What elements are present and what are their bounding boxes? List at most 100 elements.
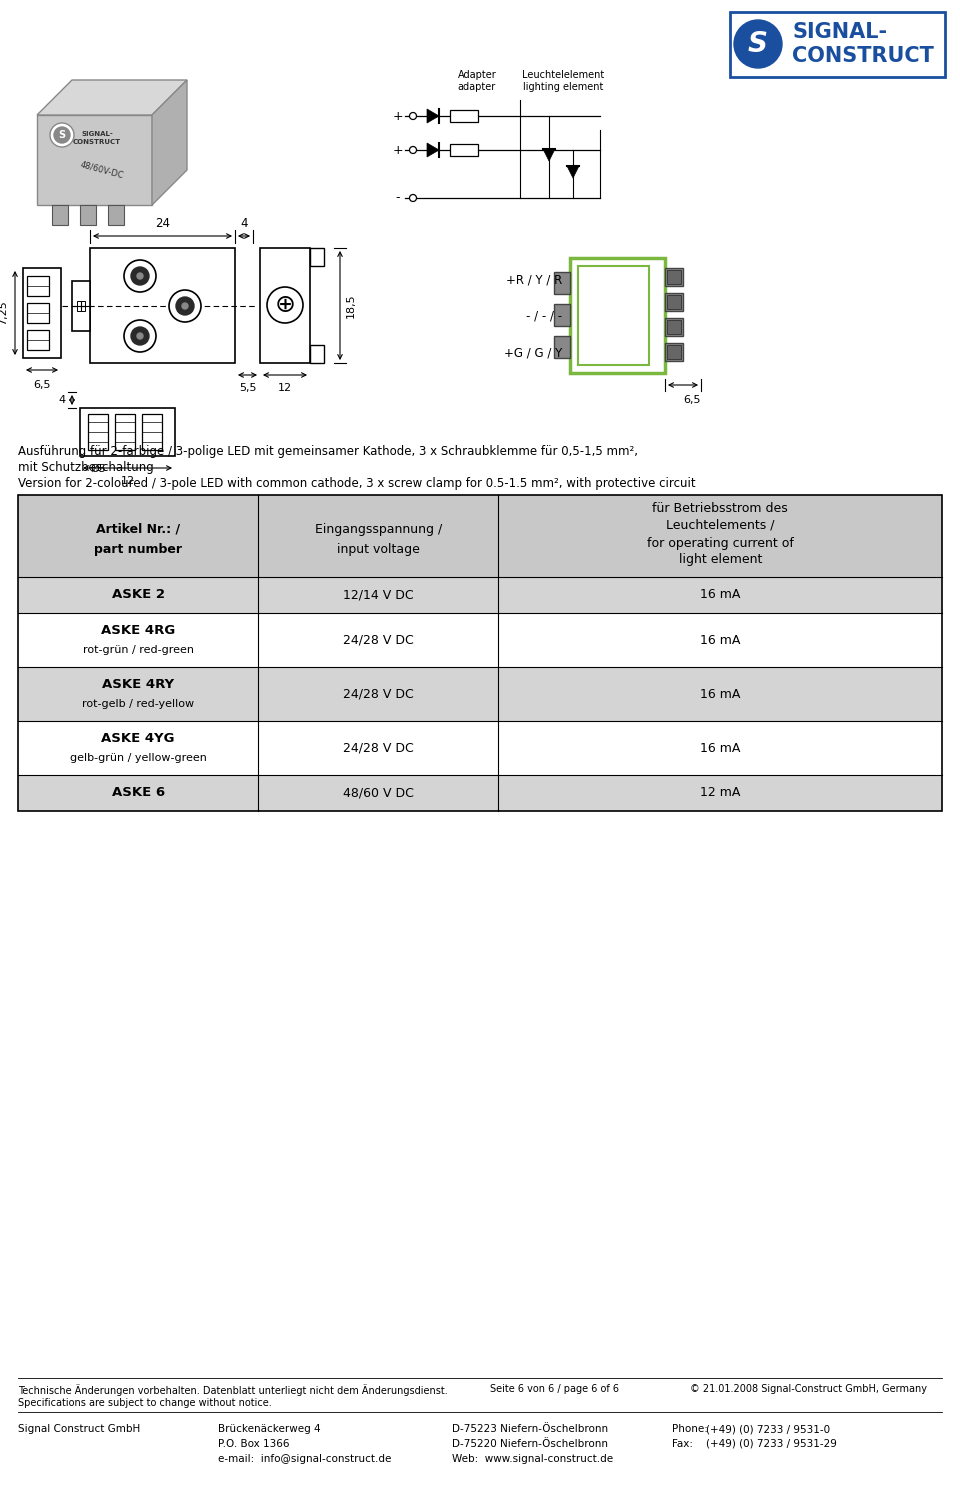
Text: 48/60 V DC: 48/60 V DC: [343, 787, 414, 799]
Bar: [667, 319, 681, 334]
Text: 48/60V-DC: 48/60V-DC: [80, 160, 125, 180]
Circle shape: [131, 267, 149, 285]
Polygon shape: [152, 80, 187, 205]
Bar: [18, 495, 942, 811]
Text: Ausführung für 2-farbige / 3-polige LED mit gemeinsamer Kathode, 3 x Schraubklem: Ausführung für 2-farbige / 3-polige LED …: [18, 446, 638, 457]
Bar: [450, 144, 478, 156]
Text: 24/28 V DC: 24/28 V DC: [343, 634, 414, 646]
Text: ⊕: ⊕: [275, 293, 296, 316]
Circle shape: [54, 128, 70, 143]
Text: SIGNAL-: SIGNAL-: [792, 22, 887, 42]
Text: 12/14 V DC: 12/14 V DC: [343, 588, 414, 601]
Text: light element: light element: [679, 554, 762, 566]
Circle shape: [137, 273, 143, 279]
Bar: [450, 110, 478, 122]
Text: ASKE 4RY: ASKE 4RY: [102, 679, 174, 692]
Polygon shape: [427, 108, 439, 123]
Circle shape: [169, 290, 201, 322]
Circle shape: [410, 195, 417, 202]
Text: ASKE 4YG: ASKE 4YG: [102, 732, 175, 745]
Text: mit Schutzbeschaltung: mit Schutzbeschaltung: [18, 460, 154, 474]
Text: 18,5: 18,5: [346, 293, 356, 318]
Bar: [77, 300, 85, 310]
Text: +G / G / Y: +G / G / Y: [504, 346, 562, 359]
Text: D-75223 Niefern-Öschelbronn: D-75223 Niefern-Öschelbronn: [452, 1424, 608, 1435]
Bar: [554, 336, 570, 358]
Text: Adapter
adapter: Adapter adapter: [458, 70, 496, 92]
Text: Brückenäckerweg 4: Brückenäckerweg 4: [218, 1424, 321, 1435]
Text: - / - / -: - / - / -: [526, 309, 562, 322]
Bar: [665, 343, 683, 361]
Text: 4: 4: [240, 217, 248, 230]
Bar: [665, 318, 683, 336]
Circle shape: [267, 287, 303, 324]
Text: 7,25: 7,25: [0, 300, 8, 325]
Text: Leuchtelelement
lighting element: Leuchtelelement lighting element: [522, 70, 604, 92]
Circle shape: [137, 333, 143, 339]
Bar: [18, 722, 942, 775]
Text: CONSTRUCT: CONSTRUCT: [792, 46, 934, 65]
Bar: [18, 775, 942, 811]
Circle shape: [182, 303, 188, 309]
Text: © 21.01.2008 Signal-Construct GmbH, Germany: © 21.01.2008 Signal-Construct GmbH, Germ…: [690, 1384, 927, 1394]
Text: 16 mA: 16 mA: [700, 688, 740, 701]
Text: (+49) (0) 7233 / 9531-0: (+49) (0) 7233 / 9531-0: [706, 1424, 830, 1435]
Bar: [578, 266, 649, 365]
Text: Ø5: Ø5: [90, 463, 106, 474]
Text: Seite 6 von 6 / page 6 of 6: Seite 6 von 6 / page 6 of 6: [490, 1384, 619, 1394]
Text: Version for 2-coloured / 3-pole LED with common cathode, 3 x screw clamp for 0.5: Version for 2-coloured / 3-pole LED with…: [18, 477, 696, 490]
Text: +: +: [393, 144, 403, 156]
Text: Artikel Nr.: /: Artikel Nr.: /: [96, 523, 180, 536]
Text: 24: 24: [155, 217, 170, 230]
Text: Signal Construct GmbH: Signal Construct GmbH: [18, 1424, 140, 1435]
Text: 16 mA: 16 mA: [700, 741, 740, 754]
Text: Leuchtelements /: Leuchtelements /: [666, 518, 775, 532]
Text: Technische Änderungen vorbehalten. Datenblatt unterliegt nicht dem Änderungsdien: Technische Änderungen vorbehalten. Daten…: [18, 1384, 447, 1396]
Bar: [52, 205, 68, 226]
Polygon shape: [427, 143, 439, 157]
Text: 16 mA: 16 mA: [700, 588, 740, 601]
Text: (+49) (0) 7233 / 9531-29: (+49) (0) 7233 / 9531-29: [706, 1439, 837, 1449]
Bar: [115, 414, 135, 450]
Circle shape: [410, 147, 417, 153]
Bar: [730, 12, 945, 77]
Bar: [667, 345, 681, 359]
Text: für Betriebsstrom des: für Betriebsstrom des: [653, 502, 788, 515]
Bar: [18, 613, 942, 667]
Text: input voltage: input voltage: [337, 542, 420, 555]
Circle shape: [50, 123, 74, 147]
Text: 24/28 V DC: 24/28 V DC: [343, 688, 414, 701]
Text: 4: 4: [59, 395, 65, 405]
Polygon shape: [567, 166, 579, 178]
Text: ASKE 6: ASKE 6: [111, 787, 165, 799]
Text: +: +: [393, 110, 403, 122]
Bar: [80, 205, 96, 226]
Bar: [27, 330, 49, 350]
Bar: [23, 267, 61, 358]
Circle shape: [131, 327, 149, 345]
Bar: [570, 258, 665, 373]
Bar: [18, 667, 942, 722]
Bar: [108, 205, 124, 226]
Text: 6,5: 6,5: [684, 395, 701, 405]
Bar: [88, 414, 108, 450]
Text: 12: 12: [120, 477, 134, 486]
Circle shape: [410, 113, 417, 119]
Text: 24/28 V DC: 24/28 V DC: [343, 741, 414, 754]
Bar: [554, 272, 570, 294]
Text: rot-gelb / red-yellow: rot-gelb / red-yellow: [82, 699, 194, 708]
Bar: [18, 578, 942, 613]
Circle shape: [734, 19, 782, 68]
Text: 12: 12: [278, 383, 292, 394]
Polygon shape: [37, 114, 152, 205]
Text: 5,5: 5,5: [239, 383, 256, 394]
Bar: [665, 293, 683, 310]
Text: Eingangsspannung /: Eingangsspannung /: [315, 523, 442, 536]
Bar: [72, 281, 90, 331]
Bar: [310, 248, 324, 266]
Bar: [27, 276, 49, 296]
Text: -: -: [396, 192, 400, 205]
Text: S: S: [748, 30, 768, 58]
Text: 6,5: 6,5: [34, 380, 51, 391]
Bar: [310, 345, 324, 362]
